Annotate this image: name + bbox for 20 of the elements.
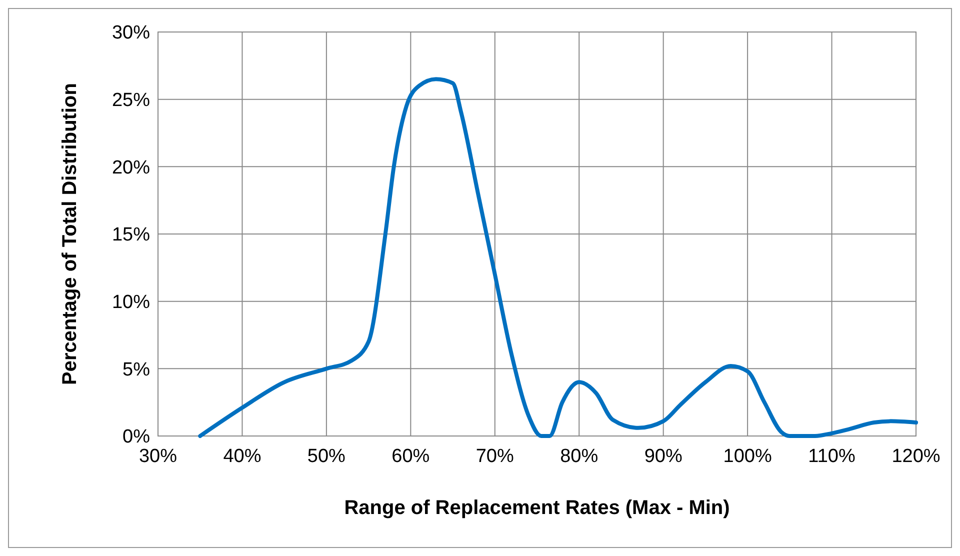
line-series (198, 77, 918, 438)
y-tick-label: 10% (112, 292, 150, 313)
x-tick-label: 120% (892, 446, 940, 467)
y-tick-label: 5% (122, 359, 150, 380)
x-tick-label: 110% (808, 446, 856, 467)
y-axis-title: Percentage of Total Distribution (59, 83, 81, 385)
y-tick-label: 15% (112, 224, 150, 246)
x-tick-label: 90% (644, 446, 682, 467)
x-tick-label: 40% (223, 446, 262, 467)
y-tick-label: 25% (112, 90, 150, 111)
y-tick-label: 0% (122, 426, 150, 448)
x-tick-label: 50% (307, 446, 346, 467)
x-tick-label: 60% (392, 446, 430, 467)
x-tick-label: 30% (138, 446, 178, 467)
x-axis-title: Range of Replacement Rates (Max - Min) (344, 497, 730, 519)
x-tick-label: 80% (560, 446, 598, 467)
y-tick-label: 30% (112, 22, 150, 44)
y-tick-label: 20% (112, 157, 150, 178)
x-tick-label: 100% (723, 446, 772, 467)
x-tick-label: 70% (476, 446, 514, 467)
